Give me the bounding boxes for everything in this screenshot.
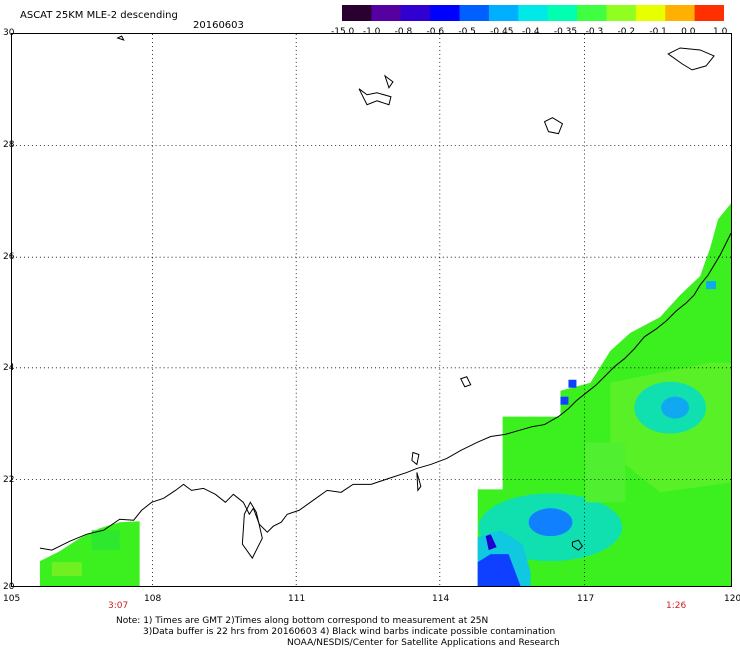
colorbar-swatch [518, 5, 549, 21]
latitude-label: 28 [3, 140, 15, 150]
colorbar-label: 0.0 [681, 27, 696, 37]
map-date: 20160603 [193, 20, 244, 31]
colorbar-swatch [577, 5, 607, 21]
colorbar-label: -0.45 [490, 27, 514, 37]
colorbar-swatch [342, 5, 372, 21]
latitude-label: 24 [3, 363, 15, 373]
colorbar-label: -15.0 [331, 27, 355, 37]
longitude-label: 108 [144, 594, 162, 604]
colorbar-swatch [606, 5, 637, 21]
latitude-label: 26 [3, 252, 15, 262]
colorbar-label: -0.5 [458, 27, 476, 37]
longitude-label: 111 [288, 594, 306, 604]
ascat-swath-left [39, 521, 140, 586]
longitude-label: 114 [432, 594, 450, 604]
longitude-label: 120 [724, 594, 740, 604]
ascat-swath-right [477, 203, 731, 586]
colorbar-swatch [459, 5, 490, 21]
map-plot [11, 33, 732, 587]
colorbar-swatch [488, 5, 519, 21]
footnotes: Note: 1) Times are GMT 2)Times along bot… [116, 616, 560, 649]
colorbar-swatch [547, 5, 578, 21]
colorbar-swatch [430, 5, 461, 21]
colorbar-label: -0.4 [522, 27, 540, 37]
colorbar-label: -0.6 [426, 27, 445, 37]
note-line-2: 3)Data buffer is 22 hrs from 20160603 4)… [143, 627, 556, 637]
latitude-label: 30 [3, 28, 15, 38]
colorbar-swatch [400, 5, 431, 21]
pass-time-left: 3:07 [108, 601, 129, 611]
colorbar-label: -0.35 [553, 27, 578, 37]
coastline [39, 35, 731, 560]
colorbar-swatch [694, 5, 724, 21]
pass-time-right: 1:26 [666, 601, 687, 611]
colorbar-label: -0.1 [649, 27, 667, 37]
note-line-3: NOAA/NESDIS/Center for Satellite Applica… [287, 638, 560, 648]
colorbar [342, 5, 724, 21]
colorbar-label: 1.0 [713, 27, 728, 37]
colorbar-label: -0.2 [617, 27, 636, 37]
colorbar-swatch [635, 5, 666, 21]
latitude-label: 20 [3, 582, 15, 592]
latitude-label: 22 [3, 475, 15, 485]
map-title: ASCAT 25KM MLE-2 descending [20, 10, 178, 21]
colorbar-label: -0.8 [394, 27, 413, 37]
longitude-label: 105 [3, 594, 21, 604]
note-line-1: Note: 1) Times are GMT 2)Times along bot… [116, 616, 489, 626]
colorbar-swatch [371, 5, 402, 21]
colorbar-swatch [665, 5, 696, 21]
colorbar-label: -0.3 [585, 27, 604, 37]
lat-lon-grid [12, 34, 731, 586]
longitude-label: 117 [577, 594, 595, 604]
colorbar-label: -1.0 [362, 27, 381, 37]
